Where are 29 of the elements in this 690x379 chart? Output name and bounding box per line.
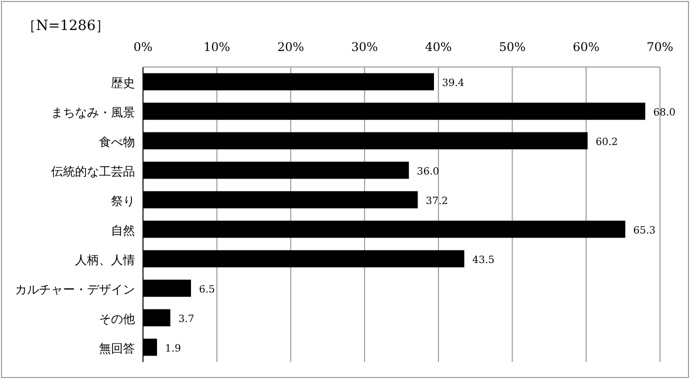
x-tick-label: 50% [498,40,526,54]
data-label: 1.9 [165,343,181,354]
y-tick-label: 自然 [111,223,135,238]
data-label: 43.5 [472,254,495,266]
data-label: 68.0 [653,107,676,118]
y-tick-label: 食べ物 [99,134,135,149]
x-tick-label: 10% [204,40,230,54]
x-tick-label: 30% [351,40,378,54]
y-tick-label: 無回答 [99,341,135,356]
y-tick-label: 伝統的な工芸品 [51,164,135,178]
y-tick-label: その他 [99,312,135,326]
data-label: 37.2 [426,196,448,207]
y-tick-label: 祭り [111,194,135,208]
x-tick-label: 40% [425,40,452,54]
y-tick-label: カルチャー・デザイン [15,282,135,296]
data-label: 39.4 [442,78,464,89]
data-label: 6.5 [199,284,215,296]
y-tick-label: まちなみ・風景 [51,105,135,120]
y-tick-label: 人柄、人情 [75,252,135,267]
x-tick-label: 60% [572,40,600,54]
data-label: 3.7 [178,314,194,325]
x-tick-label: 70% [646,40,674,54]
data-label: 36.0 [416,166,440,178]
y-tick-label: 歴史 [111,76,135,90]
data-label: 65.3 [633,225,656,236]
data-label: 60.2 [596,136,618,148]
x-tick-label: 0% [133,40,153,54]
x-tick-label: 20% [277,40,304,54]
text: ［N=1286］ [22,18,110,34]
